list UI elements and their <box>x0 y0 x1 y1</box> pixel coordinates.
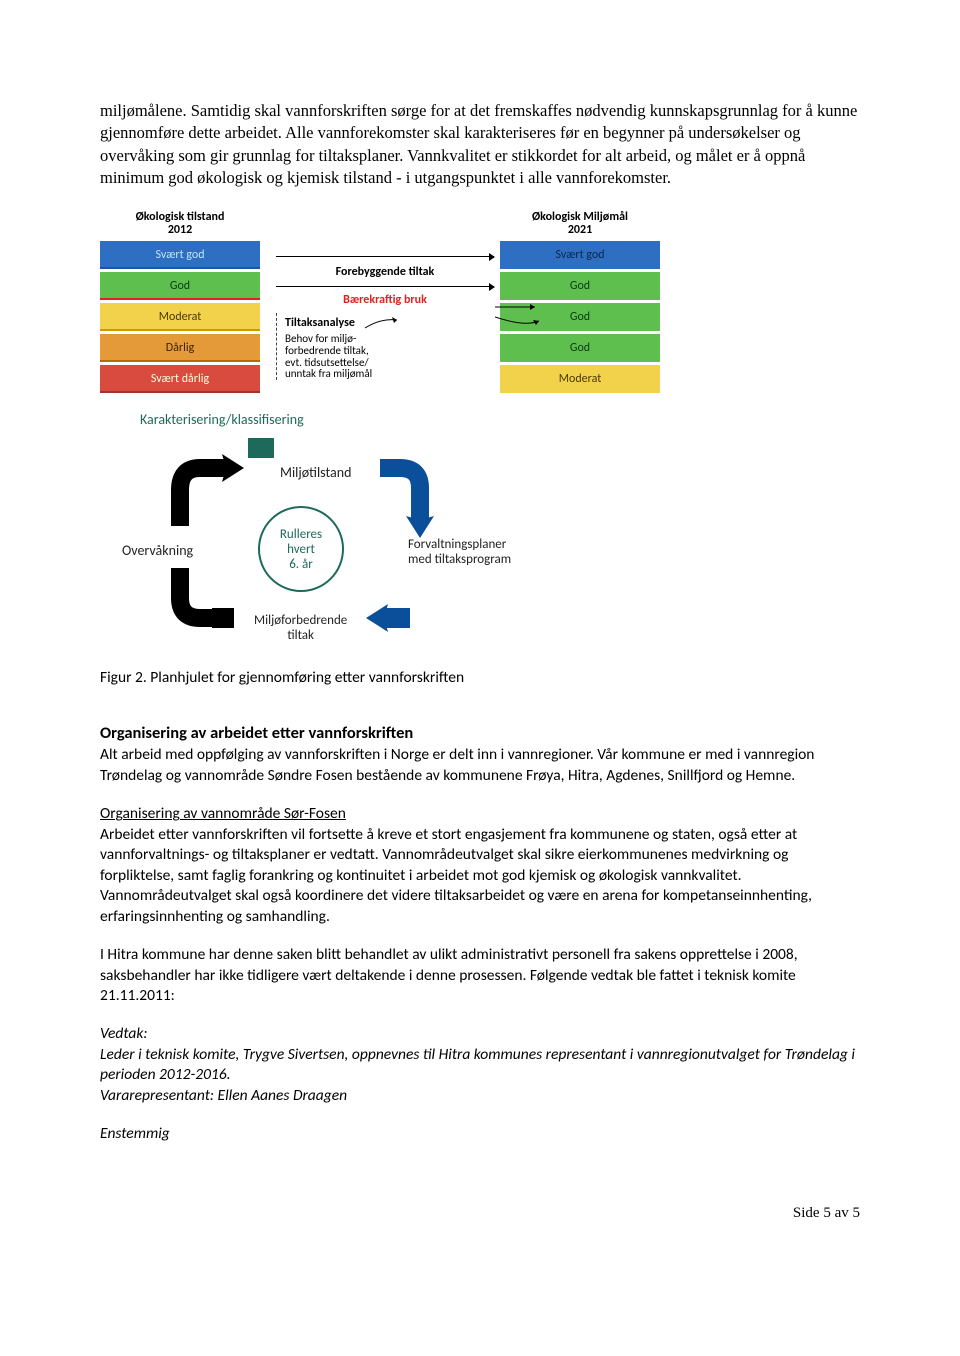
cycle-diagram: Miljøtilstand Forvaltningsplaner med til… <box>100 430 580 660</box>
branch-arrows-icon <box>495 299 595 327</box>
status-bar-left: God <box>100 272 260 300</box>
baerekraftig-label: Bærekraftig bruk <box>276 293 494 307</box>
cycle-bottom-label: Miljøforbedrende tiltak <box>254 614 347 643</box>
status-bar-right: God <box>500 334 660 362</box>
curve-arrow-icon <box>363 316 403 330</box>
figure-caption: Figur 2. Planhjulet for gjennomføring et… <box>100 668 860 687</box>
page-footer: Side 5 av 5 <box>100 1205 860 1222</box>
vedtak-body: Leder i teknisk komite, Trygve Sivertsen… <box>100 1045 860 1106</box>
section-p3: I Hitra kommune har denne saken blitt be… <box>100 945 860 1006</box>
left-status-column: Svært god God Moderat Dårlig Svært dårlig <box>100 241 260 393</box>
section-heading: Organisering av arbeidet etter vannforsk… <box>100 723 860 743</box>
cycle-top-label: Miljøtilstand <box>280 464 351 481</box>
section-p1: Alt arbeid med oppfølging av vannforskri… <box>100 745 860 786</box>
status-bar-left: Moderat <box>100 303 260 331</box>
behov-label: Behov for miljø- forbedrende tiltak, evt… <box>285 333 372 379</box>
cycle-right-label: Forvaltningsplaner med tiltaksprogram <box>408 538 511 567</box>
left-header: Økologisk tilstand 2012 <box>100 211 260 237</box>
document-page: miljømålene. Samtidig skal vannforskrift… <box>0 0 960 1262</box>
vedtak-label: Vedtak: <box>100 1024 860 1044</box>
status-diagram: Økologisk tilstand 2012 Økologisk Miljøm… <box>100 211 660 393</box>
section-p2: Arbeidet etter vannforskriften vil forts… <box>100 825 860 927</box>
right-header: Økologisk Miljømål 2021 <box>500 211 660 237</box>
status-bar-right: God <box>500 272 660 300</box>
section-subhead: Organisering av vannområde Sør-Fosen <box>100 804 346 823</box>
status-bar-right: Moderat <box>500 365 660 393</box>
enstemmig: Enstemmig <box>100 1124 860 1144</box>
intro-paragraph: miljømålene. Samtidig skal vannforskrift… <box>100 100 860 189</box>
mid-arrows-column: Forebyggende tiltak Bærekraftig bruk Til… <box>260 241 500 393</box>
cycle-left-label: Overvåkning <box>122 542 193 559</box>
tiltaksanalyse-label: Tiltaksanalyse <box>285 316 355 330</box>
forebyggende-label: Forebyggende tiltak <box>276 265 494 279</box>
status-bar-left: Dårlig <box>100 334 260 362</box>
status-bar-right: Svært god <box>500 241 660 269</box>
status-bar-left: Svært dårlig <box>100 365 260 393</box>
status-bar-left: Svært god <box>100 241 260 269</box>
karakterisering-label: Karakterisering/klassifisering <box>140 411 860 428</box>
cycle-center-circle: Rulleres hvert 6. år <box>258 506 344 592</box>
